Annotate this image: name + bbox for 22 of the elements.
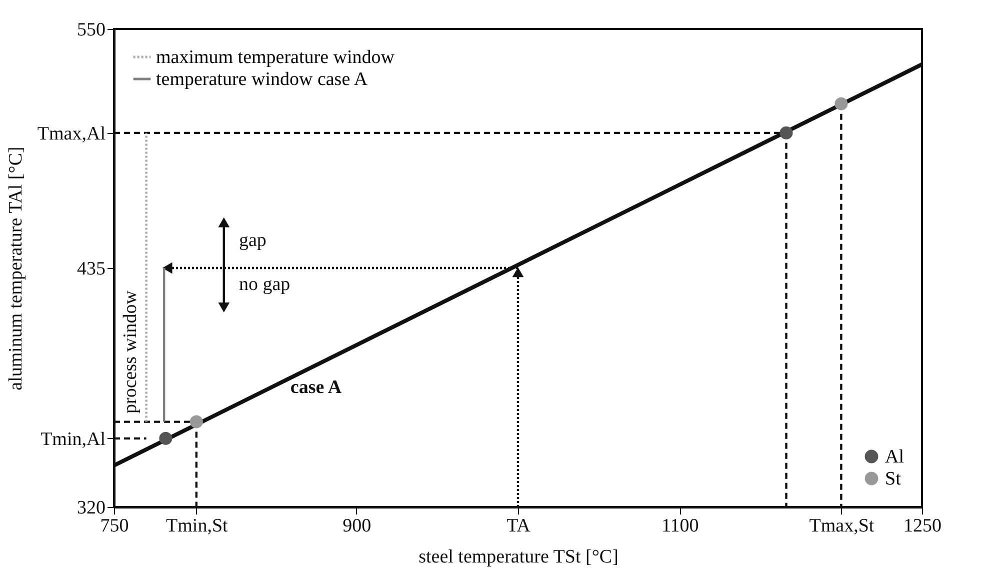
x-tick-label: TA bbox=[506, 516, 531, 536]
y-axis-title: aluminum temperature TAl [°C] bbox=[5, 146, 26, 390]
x-tick-label: 1100 bbox=[661, 516, 699, 536]
annotation: case A bbox=[290, 377, 342, 398]
x-tick-label: 750 bbox=[100, 516, 129, 536]
y-tick-label: Tmax,Al bbox=[37, 123, 106, 144]
y-tick-label: 320 bbox=[77, 498, 106, 518]
annotation: gap bbox=[239, 230, 266, 251]
y-tick-label: 435 bbox=[77, 258, 106, 280]
legend-label: maximum temperature window bbox=[156, 47, 395, 68]
annotation: process window bbox=[120, 290, 141, 414]
y-tick-label: Tmin,Al bbox=[40, 428, 106, 450]
x-tick-label: Tmin,St bbox=[166, 516, 229, 536]
legend-label: temperature window case A bbox=[156, 69, 368, 90]
x-tick-label: Tmax,St bbox=[809, 516, 875, 536]
y-tick-label: 550 bbox=[77, 20, 106, 40]
legend-label: St bbox=[885, 468, 902, 490]
legend-label: Al bbox=[885, 446, 904, 468]
x-tick-label: 1250 bbox=[904, 516, 942, 536]
x-axis-title: steel temperature TSt [°C] bbox=[418, 546, 618, 568]
annotation: no gap bbox=[239, 274, 290, 295]
x-tick-label: 900 bbox=[342, 516, 372, 536]
